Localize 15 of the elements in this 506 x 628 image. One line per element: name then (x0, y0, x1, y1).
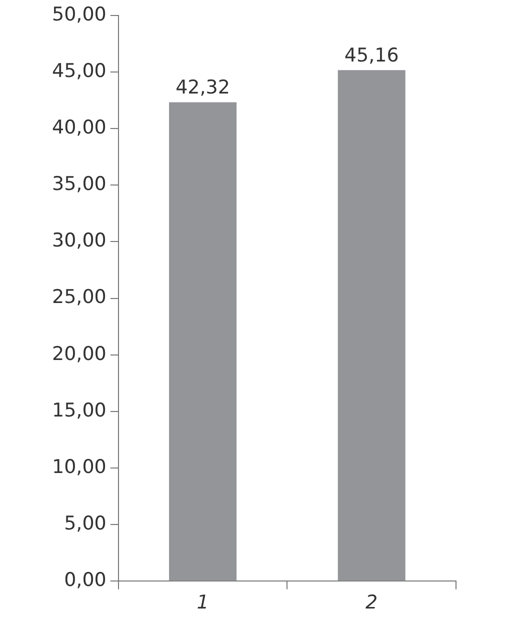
y-tick-label: 25,00 (52, 286, 106, 308)
y-tick-label: 35,00 (52, 173, 106, 196)
x-tick-label: 2 (366, 592, 378, 614)
y-tick-label: 40,00 (52, 116, 106, 138)
data-label: 42,32 (176, 76, 230, 99)
y-tick-label: 45,00 (52, 60, 106, 82)
x-tick-label: 1 (196, 592, 209, 614)
data-label: 45,16 (344, 44, 399, 67)
y-tick-label: 20,00 (52, 342, 106, 365)
y-tick-label: 30,00 (52, 230, 106, 252)
y-tick-label: 15,00 (52, 399, 106, 422)
y-tick-label: 0,00 (64, 569, 106, 592)
y-tick-label: 50,00 (52, 3, 106, 26)
y-tick-label: 10,00 (52, 456, 106, 478)
y-tick-label: 5,00 (64, 512, 106, 535)
